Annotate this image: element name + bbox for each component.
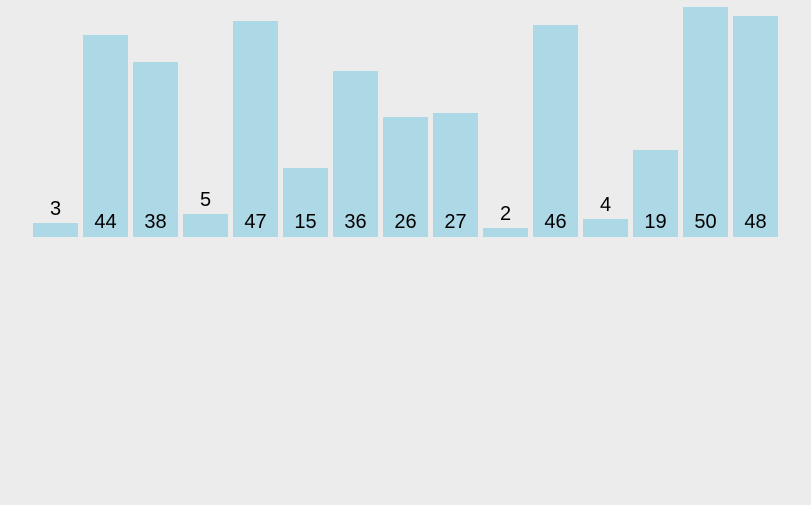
bar-value-label: 44 (94, 211, 117, 233)
bar (233, 21, 278, 237)
bar-value-label: 2 (499, 203, 512, 225)
bar (633, 150, 678, 237)
bar (433, 113, 478, 237)
bar-value-label: 48 (744, 211, 767, 233)
bar (683, 7, 728, 237)
bar (33, 223, 78, 237)
bar (533, 25, 578, 237)
bar (483, 228, 528, 237)
bar-value-label: 15 (294, 211, 317, 233)
bar-value-label: 46 (544, 211, 567, 233)
bar-value-label: 4 (599, 194, 612, 216)
bar (583, 219, 628, 237)
bar (83, 35, 128, 237)
bar (183, 214, 228, 237)
bar-value-label: 19 (644, 211, 667, 233)
bar (133, 62, 178, 237)
bar-value-label: 5 (199, 189, 212, 211)
bar-value-label: 36 (344, 211, 367, 233)
bar-value-label: 38 (144, 211, 167, 233)
bar-value-label: 26 (394, 211, 417, 233)
bar (733, 16, 778, 237)
bar-value-label: 27 (444, 211, 467, 233)
bar (283, 168, 328, 237)
bar (333, 71, 378, 237)
bar-value-label: 3 (49, 198, 62, 220)
bar-value-label: 47 (244, 211, 267, 233)
bar (383, 117, 428, 237)
bar-value-label: 50 (694, 211, 717, 233)
